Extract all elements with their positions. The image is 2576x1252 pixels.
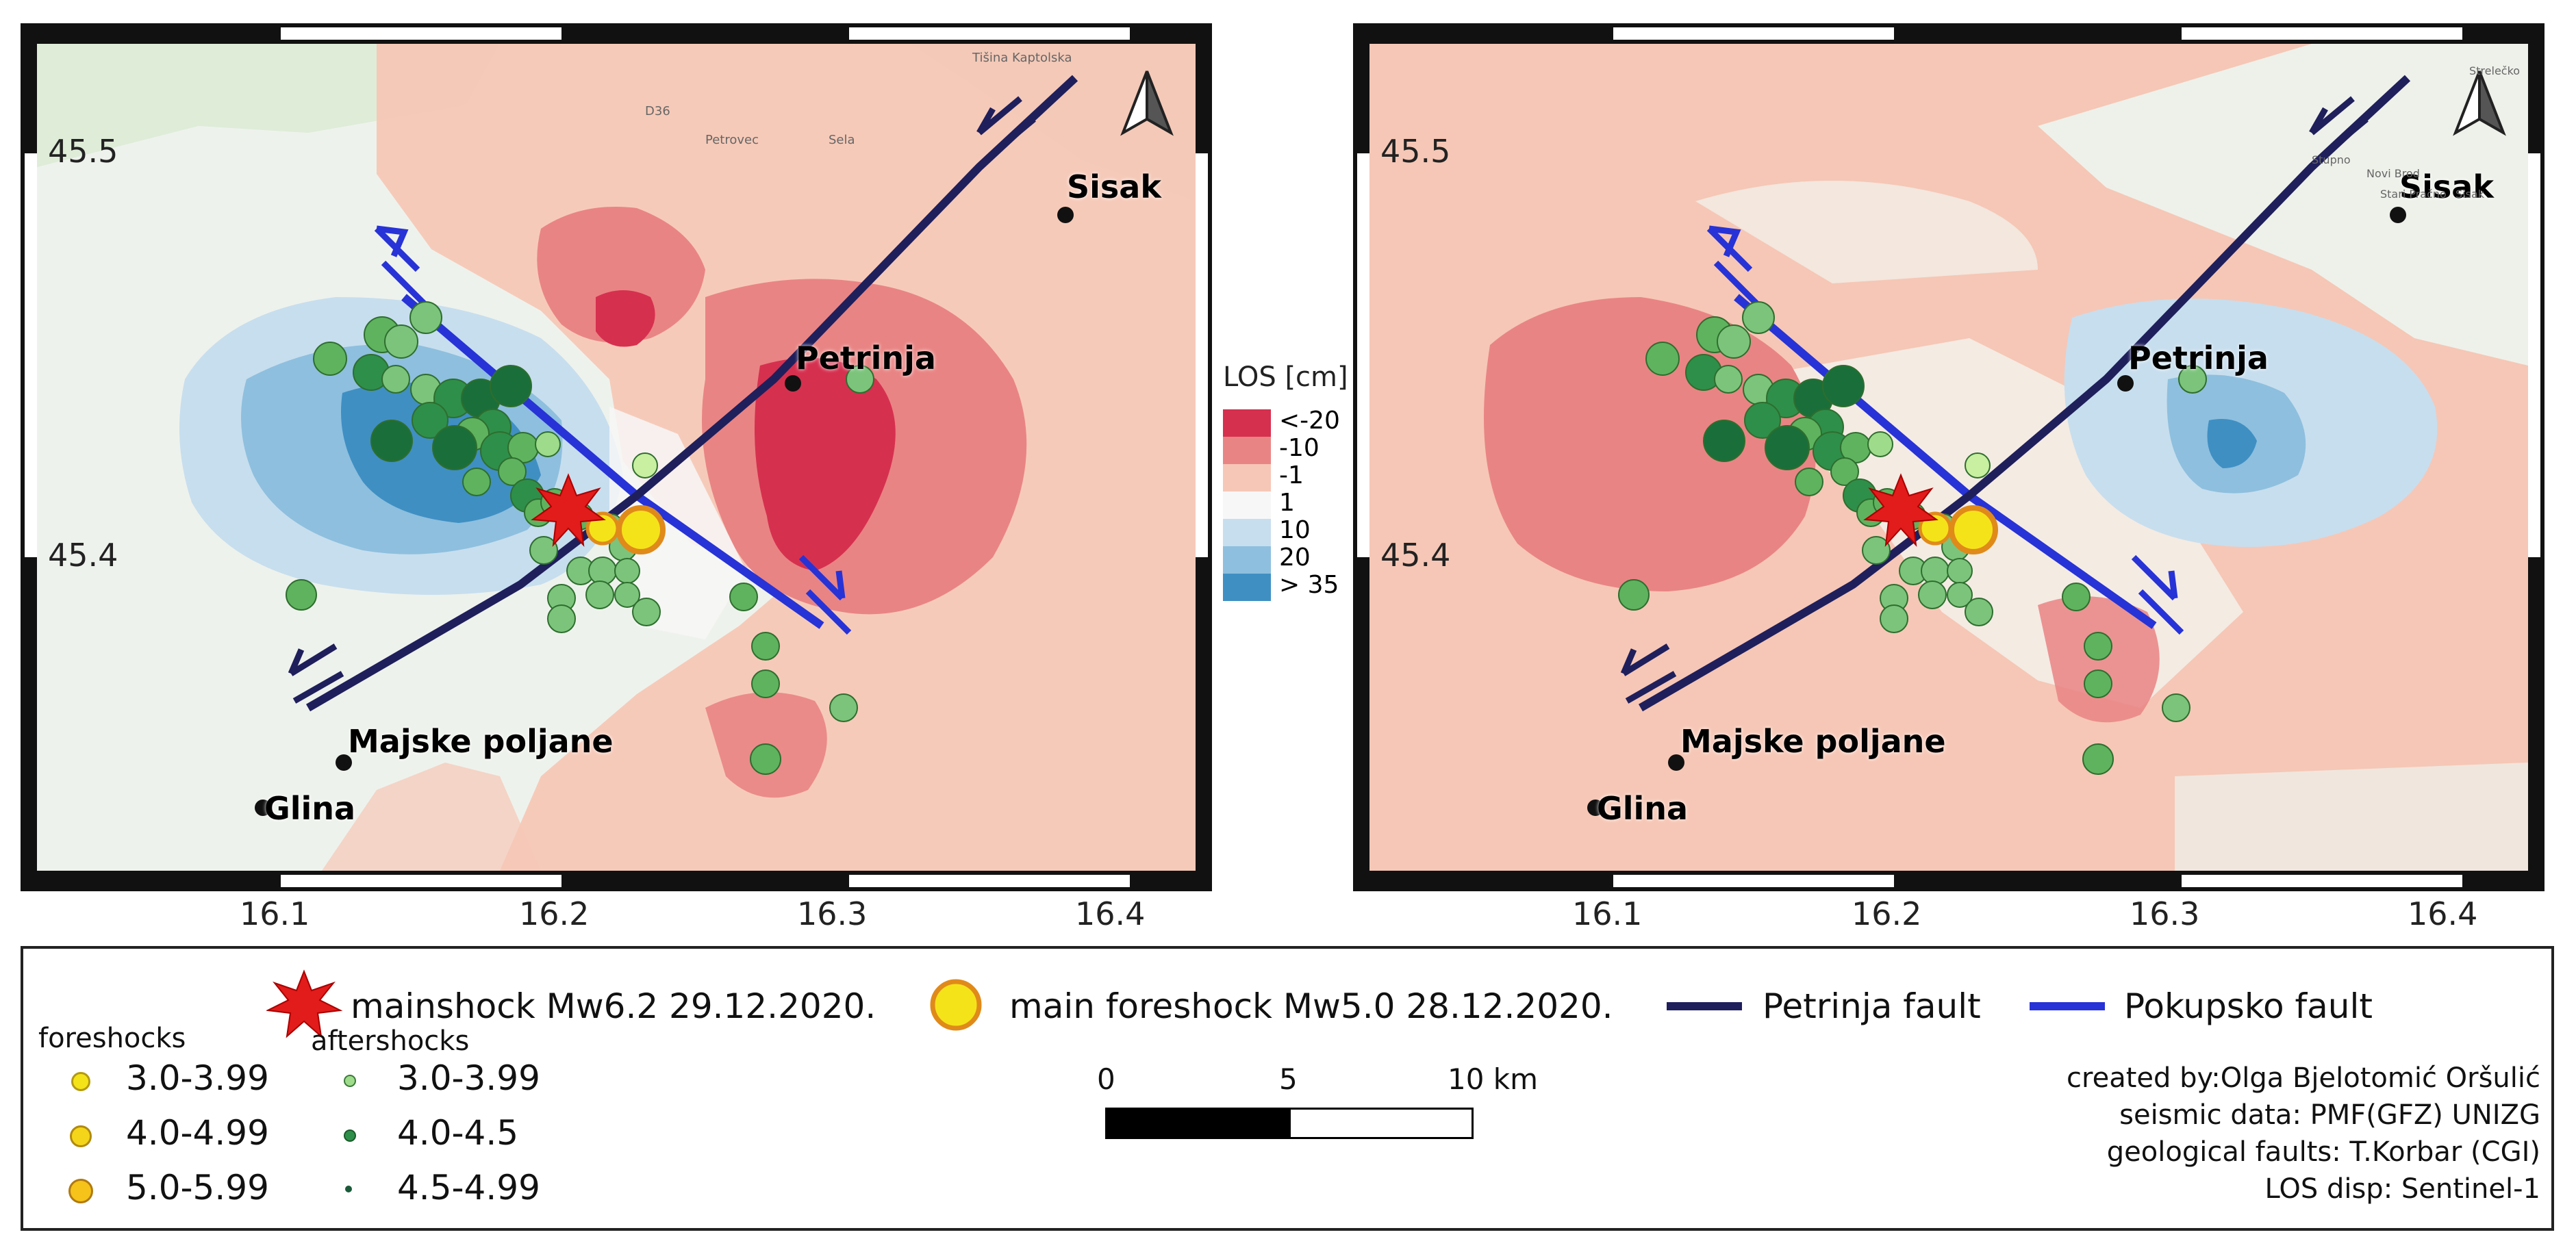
credit-los: LOS disp: Sentinel-1 bbox=[2264, 1173, 2540, 1205]
aftershock-class: 4.5-4.99 bbox=[397, 1168, 540, 1208]
lat-label-45-4: 45.4 bbox=[48, 537, 118, 574]
los-label: 20 bbox=[1279, 544, 1311, 572]
mainshock-star-right bbox=[1863, 473, 1939, 547]
mainshock-star-left bbox=[531, 473, 606, 547]
aftershock-symbol-large bbox=[345, 1186, 352, 1192]
petrinja-fault-line-icon bbox=[1667, 1002, 1742, 1010]
basemap-label: Stupno bbox=[2312, 153, 2351, 166]
los-legend-title: LOS [cm] bbox=[1223, 361, 1348, 393]
lon-label-16-2: 16.2 bbox=[1852, 895, 1922, 932]
scale-bar-white bbox=[1289, 1108, 1474, 1139]
foreshock-symbol-large bbox=[68, 1179, 93, 1203]
lon-label-16-3: 16.3 bbox=[2130, 895, 2200, 932]
scale-label-5: 5 bbox=[1279, 1062, 1298, 1096]
lon-label-16-2: 16.2 bbox=[519, 895, 590, 932]
basemap-label: Tišina Kaptolska bbox=[972, 51, 1072, 65]
lat-label-45-5: 45.5 bbox=[48, 133, 118, 170]
los-swatch bbox=[1223, 491, 1271, 519]
credit-faults: geological faults: T.Korbar (CGI) bbox=[2106, 1136, 2540, 1168]
los-label: -10 bbox=[1279, 434, 1319, 462]
main-foreshock-icon bbox=[930, 979, 982, 1031]
map-legend: mainshock Mw6.2 29.12.2020. main foresho… bbox=[21, 946, 2554, 1231]
lon-label-16-4: 16.4 bbox=[2408, 895, 2478, 932]
lat-label-45-5: 45.5 bbox=[1380, 133, 1451, 170]
north-arrow-left bbox=[1120, 71, 1174, 136]
place-petrinja: Petrinja bbox=[796, 340, 936, 376]
basemap-label: D36 bbox=[645, 104, 670, 118]
los-legend: LOS [cm] <-20 -10 -1 1 10 20 > 35 bbox=[1223, 361, 1348, 608]
los-label: 1 bbox=[1279, 489, 1295, 517]
basemap-label: Novi Brod bbox=[2366, 167, 2420, 180]
basemap-label: Stari Pračno bbox=[2380, 188, 2447, 201]
los-swatch bbox=[1223, 574, 1271, 601]
los-swatch bbox=[1223, 464, 1271, 491]
los-swatch bbox=[1223, 437, 1271, 464]
los-label: -1 bbox=[1279, 461, 1304, 489]
north-arrow-right bbox=[2453, 71, 2506, 136]
foreshock-symbol-medium bbox=[70, 1125, 92, 1147]
foreshock-symbol-small bbox=[71, 1072, 90, 1091]
los-label: <-20 bbox=[1279, 407, 1340, 435]
place-glina: Glina bbox=[264, 790, 356, 827]
right-map bbox=[1353, 23, 2545, 891]
scale-label-10: 10 km bbox=[1448, 1062, 1539, 1096]
los-swatch bbox=[1223, 409, 1271, 437]
aftershock-class: 4.0-4.5 bbox=[397, 1113, 519, 1153]
los-swatch bbox=[1223, 546, 1271, 574]
basemap-label: Strelečko bbox=[2469, 64, 2521, 77]
scale-bar-black bbox=[1105, 1108, 1293, 1139]
right-map-panel[interactable]: 45.5 45.4 16.1 16.2 16.3 16.4 Sisak Petr… bbox=[1353, 23, 2545, 932]
scale-label-0: 0 bbox=[1097, 1062, 1115, 1096]
legend-pokupsko-fault: Pokupsko fault bbox=[2124, 986, 2373, 1026]
place-majske-poljane: Majske poljane bbox=[1680, 723, 1946, 760]
foreshocks-title: foreshocks bbox=[38, 1023, 186, 1054]
place-majske-poljane: Majske poljane bbox=[348, 723, 614, 760]
aftershock-class: 3.0-3.99 bbox=[397, 1058, 540, 1098]
lat-label-45-4: 45.4 bbox=[1380, 537, 1451, 574]
foreshock-class: 3.0-3.99 bbox=[126, 1058, 269, 1098]
lon-label-16-4: 16.4 bbox=[1075, 895, 1146, 932]
pokupsko-fault-line-icon bbox=[2030, 1002, 2105, 1010]
lon-label-16-1: 16.1 bbox=[1572, 895, 1643, 932]
lon-label-16-1: 16.1 bbox=[240, 895, 310, 932]
left-map bbox=[21, 23, 1212, 891]
credits: created by:Olga Bjelotomić Oršulić seism… bbox=[2067, 1060, 2540, 1208]
basemap-label: Sisak bbox=[2455, 188, 2485, 201]
credit-seismic: seismic data: PMF(GFZ) UNIZG bbox=[2119, 1099, 2540, 1131]
legend-mainshock: mainshock Mw6.2 29.12.2020. bbox=[351, 986, 876, 1026]
mainshock-icon bbox=[266, 969, 343, 1038]
place-petrinja: Petrinja bbox=[2128, 340, 2269, 376]
los-swatch bbox=[1223, 519, 1271, 546]
aftershock-symbol-medium bbox=[344, 1129, 356, 1142]
aftershock-symbol-small bbox=[344, 1075, 356, 1087]
foreshock-class: 5.0-5.99 bbox=[126, 1168, 269, 1208]
place-glina: Glina bbox=[1597, 790, 1689, 827]
legend-petrinja-fault: Petrinja fault bbox=[1763, 986, 1981, 1026]
los-label: > 35 bbox=[1279, 571, 1339, 599]
left-map-panel[interactable]: 45.5 45.4 16.1 16.2 16.3 16.4 Sisak Petr… bbox=[21, 23, 1212, 932]
foreshock-class: 4.0-4.99 bbox=[126, 1113, 269, 1153]
place-sisak: Sisak bbox=[1067, 168, 1161, 205]
los-label: 10 bbox=[1279, 516, 1311, 544]
lon-label-16-3: 16.3 bbox=[797, 895, 868, 932]
basemap-label: Sela bbox=[829, 133, 855, 147]
credit-author: created by:Olga Bjelotomić Oršulić bbox=[2067, 1062, 2540, 1094]
place-sisak: Sisak bbox=[2399, 168, 2494, 205]
legend-main-foreshock: main foreshock Mw5.0 28.12.2020. bbox=[1009, 986, 1613, 1026]
basemap-label: Petrovec bbox=[705, 133, 759, 147]
aftershocks-title: aftershocks bbox=[311, 1025, 470, 1057]
